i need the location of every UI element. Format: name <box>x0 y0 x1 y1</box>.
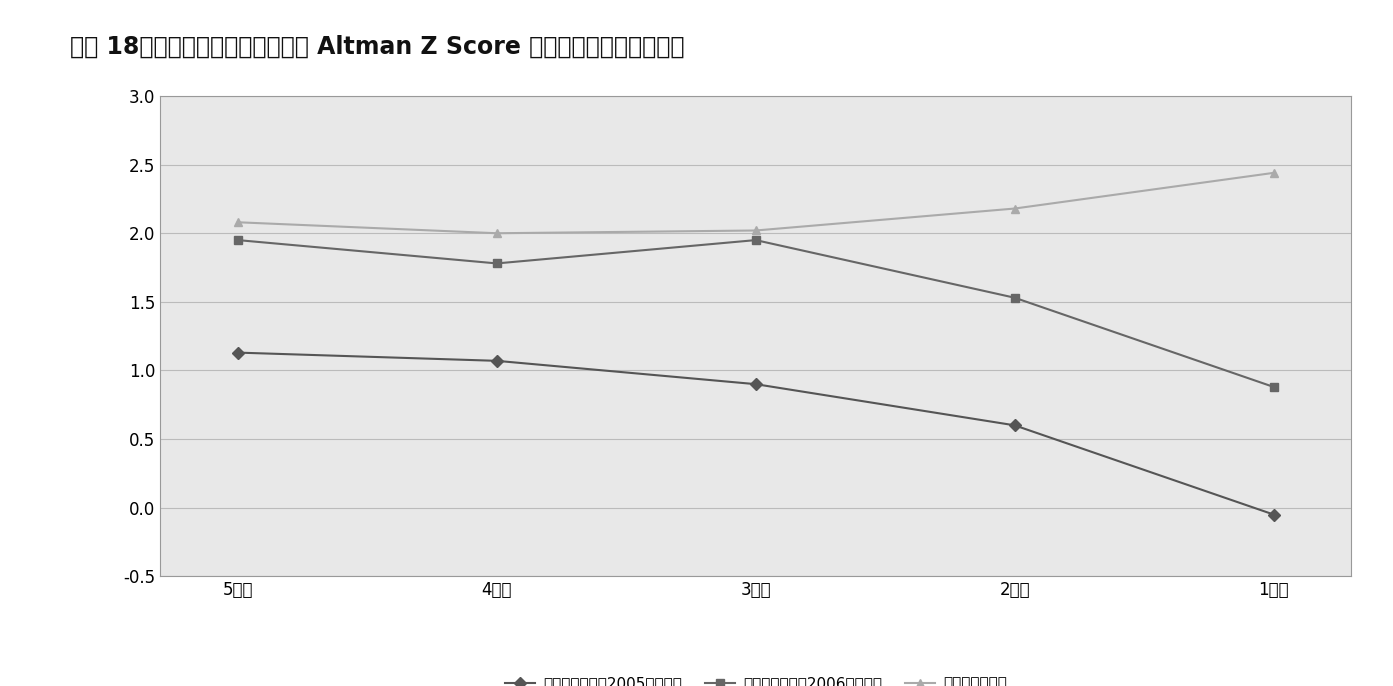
倒産企業平均（2005年以前） <box>748 380 765 388</box>
倒産企業平均（2006年以降） <box>489 259 506 268</box>
非倒産企業平均 <box>489 229 506 237</box>
Legend: 倒産企業平均（2005年以前）, 倒産企業平均（2006年以降）, 非倒産企業平均: 倒産企業平均（2005年以前）, 倒産企業平均（2006年以降）, 非倒産企業平… <box>499 670 1013 686</box>
倒産企業平均（2005年以前） <box>230 348 247 357</box>
倒産企業平均（2006年以降） <box>230 236 247 244</box>
Line: 非倒産企業平均: 非倒産企業平均 <box>234 169 1277 237</box>
倒産企業平均（2006年以降） <box>1265 383 1282 391</box>
倒産企業平均（2005年以前） <box>1006 421 1022 429</box>
Line: 倒産企業平均（2006年以降）: 倒産企業平均（2006年以降） <box>234 236 1277 391</box>
倒産企業平均（2005年以前） <box>1265 510 1282 519</box>
非倒産企業平均 <box>230 218 247 226</box>
非倒産企業平均 <box>1006 204 1022 213</box>
倒産企業平均（2005年以前） <box>489 357 506 365</box>
Text: 図表 18：倒産企業と非倒産企業の Altman Z Score の時系列推移（平均値）: 図表 18：倒産企業と非倒産企業の Altman Z Score の時系列推移（… <box>70 34 684 58</box>
Line: 倒産企業平均（2005年以前）: 倒産企業平均（2005年以前） <box>234 348 1277 519</box>
非倒産企業平均 <box>748 226 765 235</box>
倒産企業平均（2006年以降） <box>748 236 765 244</box>
倒産企業平均（2006年以降） <box>1006 294 1022 302</box>
非倒産企業平均 <box>1265 169 1282 177</box>
